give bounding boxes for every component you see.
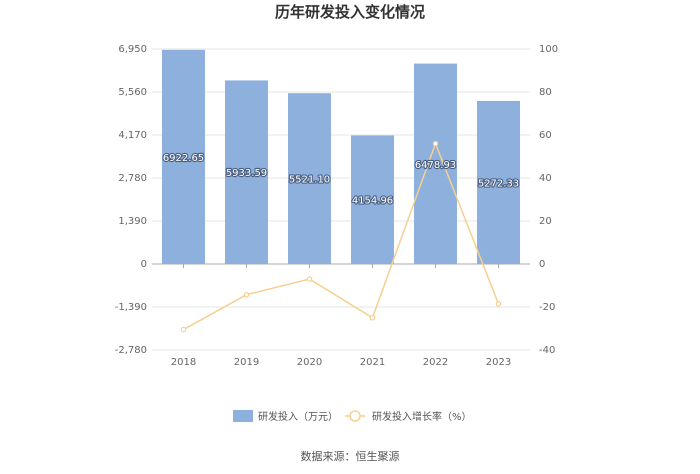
- line-series: [180, 140, 502, 333]
- bar-data-labels: 6922.65 5933.59 5521.10 4154.96 6478.93 5272.…: [162, 152, 521, 208]
- bar-data-label: 6922.65: [163, 153, 204, 164]
- x-axis-tick-label: 2021: [360, 357, 385, 368]
- bar-data-label: 5272.33: [478, 178, 519, 189]
- bar: [351, 135, 394, 264]
- growth-rate-line: [183, 141, 500, 331]
- bar: [162, 49, 205, 264]
- axes: 6,950 5,560 4,170 2,780 1,390 0 -1,390 -2,780 10…: [115, 44, 558, 368]
- bar-data-label: 5521.10: [289, 175, 330, 186]
- growth-rate-point: [243, 291, 250, 298]
- left-axis-tick-label: 2,780: [118, 173, 147, 184]
- x-axis-tick-label: 2018: [171, 357, 196, 368]
- bar-data-label: 6478.93: [415, 160, 456, 171]
- legend-bar-swatch: [233, 410, 253, 422]
- growth-rate-point: [369, 314, 376, 321]
- x-axis-tick-label: 2022: [423, 357, 448, 368]
- left-axis-tick-label: 5,560: [118, 87, 147, 98]
- bar: [414, 63, 457, 265]
- growth-rate-point: [495, 301, 502, 307]
- legend-bar-label: 研发投入（万元）: [258, 410, 338, 423]
- bar-data-label: 5933.59: [226, 168, 267, 179]
- x-axis-tick-label: 2023: [486, 357, 511, 368]
- left-axis-tick-label: -1,390: [115, 302, 147, 313]
- bar: [477, 100, 520, 265]
- left-axis-tick-label: 4,170: [118, 130, 147, 141]
- source-note: 数据来源：恒生聚源: [301, 449, 400, 463]
- bar: [288, 93, 331, 264]
- legend: 研发投入（万元） 研发投入增长率（%）: [233, 410, 472, 423]
- x-axis-tick-label: 2020: [297, 357, 322, 368]
- right-axis-tick-label: -20: [539, 302, 555, 313]
- gridlines: [152, 48, 530, 351]
- right-axis-tick-label: 100: [539, 44, 558, 55]
- x-axis-tick-label: 2019: [234, 357, 259, 368]
- chart-title: 历年研发投入变化情况: [275, 3, 425, 21]
- growth-rate-point: [306, 276, 313, 282]
- left-axis-tick-label: -2,780: [115, 345, 147, 356]
- right-axis-tick-label: 60: [539, 130, 552, 141]
- bar: [225, 80, 268, 264]
- bar-series: [162, 49, 520, 265]
- legend-line-marker: [349, 410, 361, 422]
- legend-line-label: 研发投入增长率（%）: [372, 410, 472, 423]
- bar-data-label: 4154.96: [352, 196, 393, 207]
- growth-rate-point: [432, 140, 439, 147]
- right-axis-tick-label: 80: [539, 87, 552, 98]
- right-axis-tick-label: -40: [539, 345, 555, 356]
- growth-rate-point: [180, 326, 187, 333]
- left-axis-tick-label: 0: [141, 259, 147, 270]
- right-axis-tick-label: 20: [539, 216, 552, 227]
- left-axis-tick-label: 1,390: [118, 216, 147, 227]
- right-axis-tick-label: 0: [539, 259, 545, 270]
- right-axis-tick-label: 40: [539, 173, 552, 184]
- left-axis-tick-label: 6,950: [118, 44, 147, 55]
